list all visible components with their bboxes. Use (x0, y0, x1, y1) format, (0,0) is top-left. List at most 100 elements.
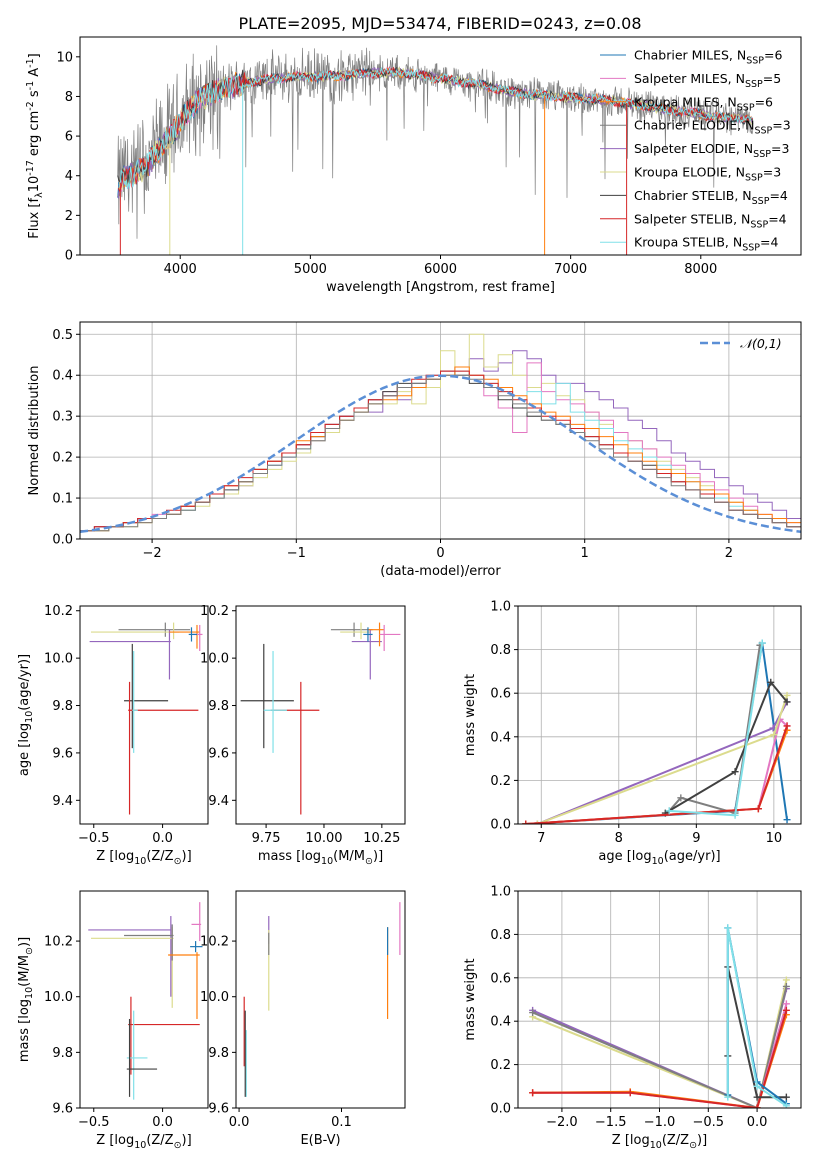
y-tick-label: 9.6 (52, 1102, 73, 1117)
weight-lines (522, 639, 791, 824)
label-part: =6 (764, 48, 782, 63)
x-tick-label: 7 (537, 831, 545, 846)
y-tick-label: 10.2 (200, 935, 229, 950)
error-bar-point (190, 941, 203, 953)
weight-marker (731, 811, 739, 819)
error-bar-point (188, 627, 197, 642)
label-part: 10 (650, 1140, 662, 1151)
weight-marker (626, 1089, 634, 1097)
histogram-lines (80, 333, 801, 534)
label-part: age [log (598, 849, 651, 864)
y-tick-label: 6 (65, 130, 73, 145)
x-tick-label: 0.0 (152, 831, 173, 846)
y-tick-label: 9.4 (52, 794, 73, 809)
x-tick-label: 4000 (164, 262, 197, 277)
weight-marker (665, 807, 673, 815)
y-tick-label: 0.2 (490, 774, 511, 789)
weight-line (532, 986, 788, 1108)
axes-frame (79, 36, 802, 256)
y-axis-label: mass weight (463, 674, 478, 756)
y-tick-label: 0.4 (490, 730, 511, 745)
label-part: Chabrier STELIB, N (634, 188, 752, 203)
x-axis-label: Z [log10(Z/Z⊙)] (96, 1133, 191, 1151)
weight-marker (782, 1093, 790, 1101)
label-part: SSP (742, 243, 760, 254)
y-tick-label: 0.0 (52, 533, 73, 548)
x-tick-label: −2.0 (546, 1115, 578, 1130)
x-axis-label: wavelength [Angstrom, rest frame] (326, 280, 555, 295)
y-tick-label: 9.6 (208, 746, 229, 761)
weight-marker (783, 816, 791, 824)
weight-marker (529, 1089, 537, 1097)
error-bar-point (128, 996, 200, 1075)
error-bar-point (126, 1010, 148, 1100)
weight-marker (783, 698, 791, 706)
label-part: (M/M (333, 849, 365, 864)
x-tick-label: −2 (143, 546, 162, 561)
error-bar-point (240, 643, 294, 749)
y-axis-label: Normed distribution (27, 366, 42, 496)
label-part: Normed distribution (27, 366, 42, 496)
label-part: ⊙ (24, 947, 35, 955)
weight-marker (782, 976, 790, 984)
label-part: 10 (321, 856, 333, 867)
y-axis-label: age [log10(age/yr)] (17, 654, 35, 776)
error-bar-point (89, 629, 171, 680)
label-part: 10 (24, 711, 35, 723)
weight-marker (782, 1006, 790, 1014)
y-tick-label: 0.2 (490, 1058, 511, 1073)
y-tick-label: 8 (65, 90, 73, 105)
y-tick-label: 10.0 (200, 652, 229, 667)
label-part: SSP (752, 196, 770, 207)
label-part: mass weight (463, 958, 478, 1040)
weight-marker (754, 805, 762, 813)
residuals-legend: 𝒩(0,1) (700, 336, 782, 351)
y-tick-label: 10.2 (200, 604, 229, 619)
weight-line (726, 927, 787, 1107)
weight-line (532, 979, 788, 1108)
y-tick-label: 4 (65, 169, 73, 184)
x-tick-label: 7000 (554, 262, 587, 277)
label-part: (Z/Z (662, 1133, 689, 1148)
weight-marker (533, 820, 541, 824)
legend-label: Kroupa ELODIE, NSSP=3 (634, 165, 781, 184)
error-bar-point (91, 927, 174, 1008)
y-tick-label: 0.5 (52, 328, 73, 343)
weight-marker (731, 768, 739, 776)
y-tick-label: 0.6 (490, 971, 511, 986)
ticks: 4000 5000 6000 7000 8000 0 2 4 6 8 10 (56, 50, 717, 277)
weight-marker (767, 678, 775, 686)
y-tick-label: 0.2 (52, 451, 73, 466)
label-part: =4 (768, 211, 786, 226)
legend-label: Chabrier STELIB, NSSP=4 (634, 188, 788, 207)
legend-label: Chabrier MILES, NSSP=6 (634, 48, 783, 67)
label-part: =3 (772, 118, 790, 133)
weight-marker (724, 924, 732, 932)
y-tick-label: 9.4 (208, 794, 229, 809)
error-bar-point (124, 643, 169, 749)
spectrum-panel: 4000 5000 6000 7000 8000 0 2 4 6 8 10 wavelength [A… (25, 36, 802, 295)
axes-frame (235, 890, 406, 1109)
x-tick-label: 1 (581, 546, 589, 561)
label-part: s (27, 90, 42, 101)
label-part: SSP (754, 126, 772, 137)
label-part: -1 (25, 81, 36, 90)
label-part: )] (182, 849, 192, 864)
label-part: SSP (753, 149, 771, 160)
label-part: =6 (755, 94, 773, 109)
legend-label: 𝒩(0,1) (740, 336, 782, 351)
weight-marker (753, 1082, 761, 1090)
x-axis-label: (data-model)/error (380, 564, 501, 579)
label-part: Flux [f (27, 197, 42, 238)
label-part: 10 (652, 856, 664, 867)
label-part: )] (17, 937, 32, 947)
label-part: 10 (24, 987, 35, 999)
label-part: =4 (769, 188, 787, 203)
error-bar-point (263, 651, 287, 753)
label-part: ⊙ (365, 856, 373, 867)
y-tick-label: 0.0 (490, 818, 511, 833)
label-part: Chabrier MILES, N (634, 48, 746, 63)
legend-label: Salpeter STELIB, NSSP=4 (634, 211, 787, 230)
y-tick-label: 0.8 (490, 928, 511, 943)
y-tick-label: 2 (65, 209, 73, 224)
